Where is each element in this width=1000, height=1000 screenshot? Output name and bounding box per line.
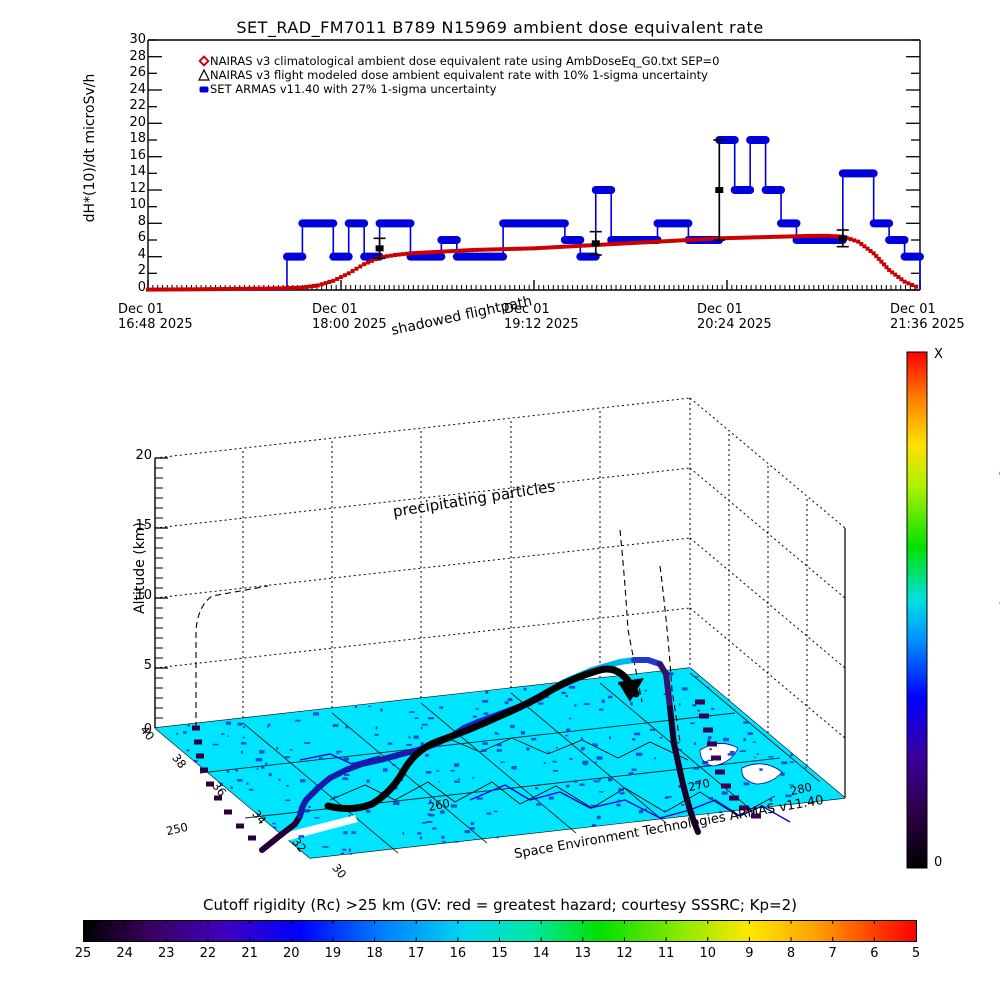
legend-item-armas: SET ARMAS v11.40 with 27% 1-sigma uncert… [198,82,719,96]
triangle-marker-icon [198,68,210,81]
legend-label: SET ARMAS v11.40 with 27% 1-sigma uncert… [210,82,497,96]
ytick: 16 [129,148,146,163]
ytick: 0 [137,280,146,295]
top-chart-ylabel: dH*(10)/dt microSv/h [82,73,98,223]
colorbar-bottom-tick: 25 [74,946,92,961]
colorbar-bottom-tick: 19 [324,946,342,961]
alt-tick: 5 [143,658,152,673]
ytick: 30 [129,32,146,47]
colorbar-bottom-tick: 5 [911,946,921,961]
ground-map-layer [155,668,845,858]
colorbar-bottom-tick: 24 [116,946,133,961]
xtick: Dec 01 19:12 2025 [504,302,579,332]
alt-tick: 15 [135,518,152,533]
colorbar-bottom-tick: 15 [491,946,508,961]
ytick: 18 [129,131,146,146]
page-title: SET_RAD_FM7011 B789 N15969 ambient dose … [236,18,764,37]
square-marker-icon [199,86,209,93]
colorbar-right-bottom-tick: 0 [934,855,943,870]
colorbar-bottom-tick: 6 [870,946,879,961]
nairas-flight-errorbars [373,139,849,260]
ytick: 28 [129,49,146,64]
alt-tick: 20 [135,448,152,463]
colorbar-bottom-tick: 20 [282,946,300,961]
legend-item-nairas-flight: NAIRAS v3 flight modeled dose ambient eq… [198,68,719,82]
colorbar-right-top-tick: X [934,347,943,362]
colorbar-bottom-tick: 13 [574,946,592,961]
colorbar-bottom-tick: 17 [407,946,425,961]
shadowed-flightpath [195,529,681,743]
ytick: 12 [129,181,146,196]
alt-tick: 10 [135,588,152,603]
top-chart-panel: dH*(10)/dt microSv/h 30 28 26 24 22 20 1… [0,32,1000,332]
ytick: 6 [137,230,146,245]
colorbar-bottom-tick: 16 [449,946,467,961]
colorbar-bottom-title: Cutoff rigidity (Rc) >25 km (GV: red = g… [203,896,797,914]
top-chart-legend: NAIRAS v3 climatological ambient dose eq… [198,54,719,96]
colorbar-bottom-ticks: 25 24 23 22 21 20 19 18 17 16 15 14 13 12 11 10 9 8 7 6 5 [0,946,1000,968]
arrow-head-icon [618,678,644,702]
flightpath-arrow [324,665,640,813]
plot3d-panel: Altitude (km) 20 15 10 5 0 [0,293,900,890]
colorbar-bottom-tick: 9 [745,946,754,961]
colorbar-bottom-tick: 10 [699,946,717,961]
colorbar-bottom-gradient [83,920,917,942]
ytick: 26 [129,65,146,80]
plot3d-canvas [154,340,846,859]
ytick: 4 [137,247,146,262]
colorbar-bottom-tick: 11 [657,946,675,961]
legend-item-nairas-clim: NAIRAS v3 climatological ambient dose eq… [198,54,719,68]
colorbar-right: X 0 flight ambient dose equivalent rate … [906,347,1000,880]
colorbar-bottom-tick: 8 [786,946,796,961]
ytick: 8 [137,214,146,229]
ytick: 2 [137,263,146,278]
colorbar-bottom-tick: 7 [828,946,837,961]
xtick: Dec 01 18:00 2025 [312,302,387,332]
colorbar-right-gradient [906,351,928,869]
legend-label: NAIRAS v3 flight modeled dose ambient eq… [210,68,708,82]
precipitating-particle-layer [155,340,845,590]
top-chart-xticks: Dec 01 16:48 2025 Dec 01 18:00 2025 Dec … [0,302,1000,336]
xtick: Dec 01 16:48 2025 [118,302,193,332]
top-chart-plot [146,39,924,292]
alt-tick: 0 [143,722,152,737]
xtick: Dec 01 21:36 2025 [890,302,965,332]
colorbar-bottom-tick: 22 [199,946,217,961]
armas-data-series [148,136,924,291]
colorbar-bottom-tick: 21 [241,946,258,961]
ytick: 22 [129,98,146,113]
colorbar-bottom-tick: 18 [366,946,383,961]
xtick: Dec 01 20:24 2025 [697,302,772,332]
ytick: 24 [129,82,146,97]
legend-label: NAIRAS v3 climatological ambient dose eq… [210,54,720,68]
ytick: 14 [129,164,146,179]
plot3d-altitude-ticks: 20 15 10 5 0 [110,330,152,750]
colorbar-bottom: Cutoff rigidity (Rc) >25 km (GV: red = g… [0,896,1000,976]
colorbar-bottom-tick: 14 [532,946,550,961]
ytick: 20 [129,115,146,130]
colorbar-bottom-tick: 12 [616,946,633,961]
colorbar-bottom-tick: 23 [158,946,175,961]
ytick: 10 [129,197,146,212]
top-chart-yticks: 30 28 26 24 22 20 18 16 14 12 10 8 6 4 2… [110,32,146,298]
diamond-marker-icon [198,55,210,67]
